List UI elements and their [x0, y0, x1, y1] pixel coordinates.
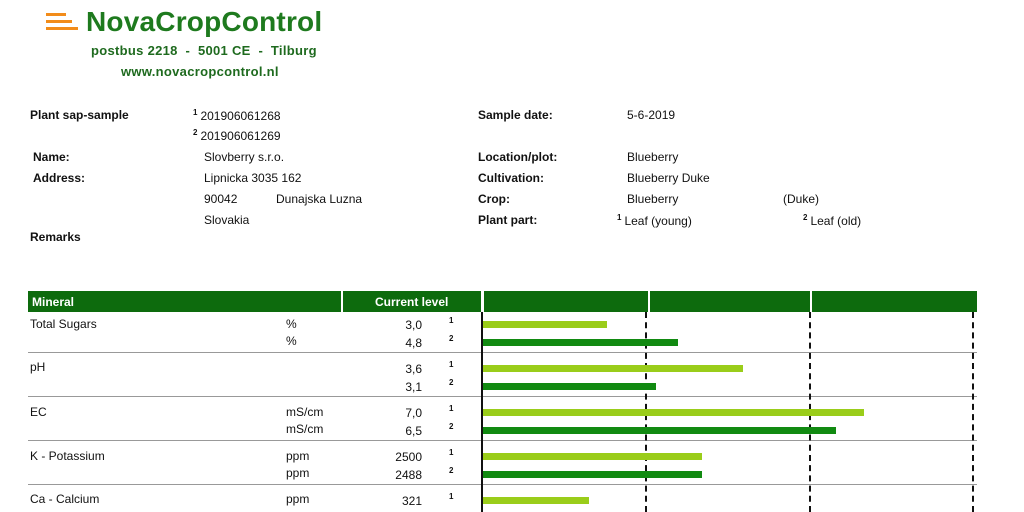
level-bar-sample-1 [483, 453, 703, 460]
value-2: 4,8 [405, 336, 422, 350]
mineral-name: Ca - Calcium [30, 492, 100, 506]
crop-label: Crop: [478, 192, 510, 206]
value-1: 321 [401, 494, 422, 508]
company-address: postbus 2218 - 5001 CE - Tilburg [91, 43, 317, 58]
level-bar-sample-2 [483, 471, 703, 478]
sample-marker-1: 1 [449, 492, 454, 501]
mineral-name: K - Potassium [30, 449, 105, 463]
header-mineral: Mineral [28, 291, 341, 312]
sample-marker-1: 1 [449, 360, 454, 369]
remarks-label: Remarks [30, 230, 81, 244]
name-label: Name: [33, 150, 70, 164]
sample-marker-2: 2 [449, 422, 454, 431]
company-website[interactable]: www.novacropcontrol.nl [121, 64, 279, 79]
sample-marker-2: 2 [449, 466, 454, 475]
value-1: 7,0 [405, 406, 422, 420]
value-2: 6,5 [405, 424, 422, 438]
unit-1: % [286, 317, 297, 331]
level-chart [478, 312, 978, 512]
sample-marker-1: 1 [449, 316, 454, 325]
mineral-name: pH [30, 360, 46, 374]
level-bar-sample-1 [483, 365, 743, 372]
header-zone-1 [484, 291, 648, 312]
address-city: Dunajska Luzna [276, 192, 363, 206]
crop-value: Blueberry [627, 192, 679, 206]
header-current-level: Current level [343, 291, 481, 312]
level-bar-sample-1 [483, 409, 864, 416]
unit-2: ppm [286, 466, 310, 480]
location-value: Blueberry [627, 150, 679, 164]
plant-part-1: 1 Leaf (young) [617, 213, 692, 228]
sample-marker-1: 1 [449, 448, 454, 457]
row-divider [28, 484, 977, 485]
address-country: Slovakia [204, 213, 250, 227]
address-label: Address: [33, 171, 86, 185]
crop-variety: (Duke) [783, 192, 820, 206]
value-1: 3,0 [405, 318, 422, 332]
logo-mark [46, 13, 78, 34]
cultivation-value: Blueberry Duke [627, 171, 710, 185]
customer-name: Slovberry s.r.o. [204, 150, 285, 164]
mineral-name: Total Sugars [30, 317, 97, 331]
unit-1: ppm [286, 449, 310, 463]
chart-axis-start [481, 312, 483, 512]
mineral-name: EC [30, 405, 47, 419]
sample-id-1: 1 201906061268 [193, 108, 281, 123]
value-1: 2500 [395, 450, 422, 464]
level-bar-sample-1 [483, 321, 608, 328]
level-bar-sample-2 [483, 383, 657, 390]
level-bar-sample-1 [483, 497, 590, 504]
level-bar-sample-2 [483, 339, 678, 346]
address-street: Lipnicka 3035 162 [204, 171, 302, 185]
sample-marker-2: 2 [449, 334, 454, 343]
value-2: 2488 [395, 468, 422, 482]
sample-marker-1: 1 [449, 404, 454, 413]
unit-1: ppm [286, 492, 310, 506]
value-2: 3,1 [405, 380, 422, 394]
row-divider [28, 396, 977, 397]
sample-id-2: 2 201906061269 [193, 128, 281, 143]
location-label: Location/plot: [478, 150, 558, 164]
brand-name: NovaCropControl [86, 6, 323, 37]
address-postcode: 90042 [204, 192, 238, 206]
plant-part-2: 2 Leaf (old) [803, 213, 862, 228]
sample-marker-2: 2 [449, 378, 454, 387]
header-zone-2 [650, 291, 810, 312]
row-divider [28, 352, 977, 353]
row-divider [28, 440, 977, 441]
unit-1: mS/cm [286, 405, 324, 419]
zone-boundary-3 [972, 312, 974, 512]
header-zone-3 [812, 291, 977, 312]
unit-2: % [286, 334, 297, 348]
level-bar-sample-2 [483, 427, 837, 434]
sample-date: 5-6-2019 [627, 108, 676, 122]
sample-date-label: Sample date: [478, 108, 553, 122]
sample-label: Plant sap-sample [30, 108, 129, 122]
value-1: 3,6 [405, 362, 422, 376]
plant-part-label: Plant part: [478, 213, 538, 227]
cultivation-label: Cultivation: [478, 171, 544, 185]
unit-2: mS/cm [286, 422, 324, 436]
